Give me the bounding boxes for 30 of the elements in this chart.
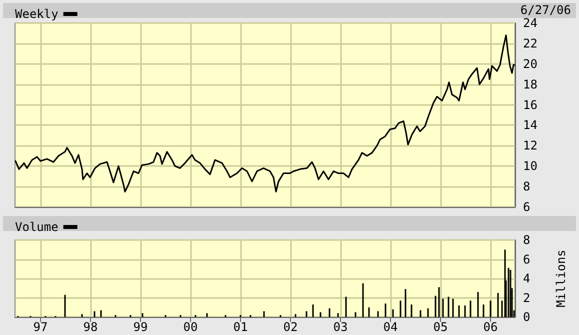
x-tick-label: 05 [433,320,448,334]
y-tick-label: 0 [523,310,530,324]
x-tick-label: 03 [333,320,348,334]
y-tick-label: 20 [523,56,538,71]
y-tick-label: 12 [523,138,538,153]
x-tick-label: 01 [233,320,248,334]
legend-label: Weekly [14,7,58,21]
y-tick-label: 4 [523,272,530,286]
y-tick-label: 6 [523,200,530,214]
x-tick-label: 98 [83,320,98,334]
y-axis-title: Millions [554,250,568,308]
y-tick-label: 8 [523,233,530,247]
line-series [14,34,516,192]
x-tick-label: 06 [483,320,498,334]
x-tick-label: 99 [133,320,148,334]
y-tick-label: 24 [523,16,538,30]
x-tick-label: 97 [33,320,48,334]
y-tick-label: 6 [523,252,530,266]
y-tick-label: 8 [523,180,530,194]
legend-label: Volume [14,220,58,234]
text: 6/27/06 [520,3,572,17]
y-tick-label: 22 [523,36,538,50]
x-tick-label: 02 [283,320,298,334]
y-tick-label: 18 [523,77,538,92]
y-tick-label: 10 [523,159,538,174]
y-tick-label: 2 [523,290,530,305]
x-tick-label: 00 [183,320,198,334]
x-tick-label: 04 [383,320,398,334]
y-tick-label: 14 [523,118,538,132]
y-tick-label: 16 [523,98,538,112]
